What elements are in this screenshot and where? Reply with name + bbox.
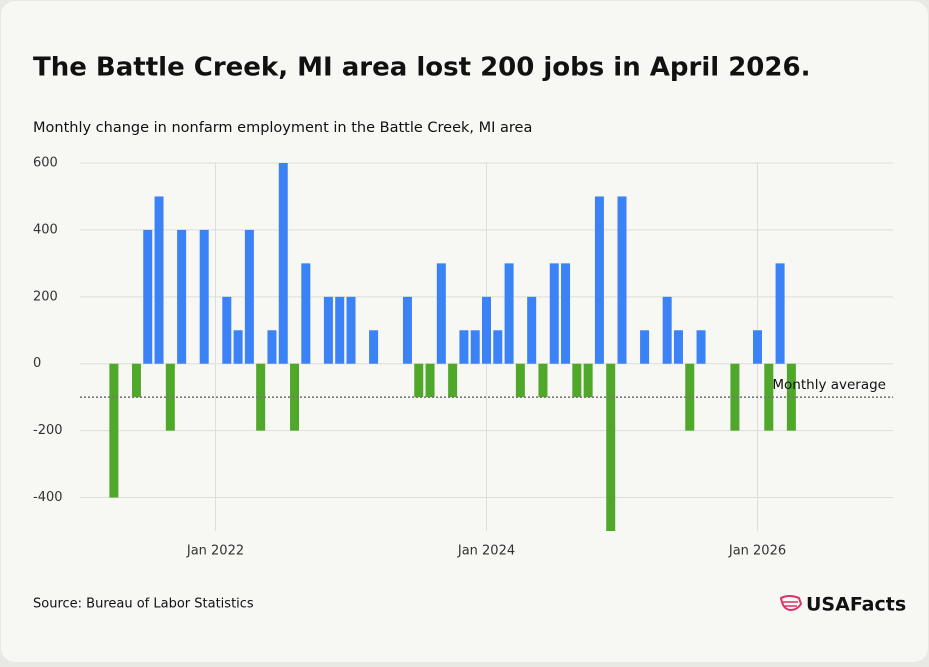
y-tick-label: 600 (33, 156, 58, 171)
source: Source: Bureau of Labor Statistics (33, 597, 254, 612)
bar (290, 363, 300, 431)
bar (233, 330, 243, 364)
bar (301, 263, 311, 364)
y-tick-label: 200 (33, 289, 58, 304)
bar (572, 363, 582, 398)
bar (346, 296, 356, 364)
bar (786, 363, 796, 431)
x-tick-label: Jan 2026 (728, 544, 786, 559)
chart-title: The Battle Creek, MI area lost 200 jobs … (33, 53, 810, 83)
bar (662, 296, 672, 364)
bar (538, 363, 548, 398)
x-tick-label: Jan 2024 (457, 544, 515, 559)
bar (730, 363, 740, 431)
bar (425, 363, 435, 398)
bar (504, 263, 514, 364)
bar (696, 330, 706, 364)
reference-label: Monthly average (772, 377, 886, 393)
bar (402, 296, 412, 364)
bar (775, 263, 785, 364)
bar (143, 229, 153, 364)
bar (753, 330, 762, 364)
bar (617, 196, 627, 364)
bar (493, 330, 503, 364)
bar (515, 363, 525, 398)
y-tick-label: -400 (33, 490, 63, 505)
bar (267, 330, 277, 364)
bar (448, 363, 458, 398)
bar (470, 330, 480, 364)
bar (640, 330, 650, 364)
bar (323, 296, 333, 364)
bar (222, 296, 232, 364)
y-tick-label: 0 (33, 356, 41, 371)
bar (606, 363, 616, 531)
y-tick-label: -200 (33, 423, 63, 438)
logo-icon (779, 595, 803, 612)
bar (369, 330, 379, 364)
bar (436, 263, 446, 364)
chart-subtitle: Monthly change in nonfarm employment in … (33, 120, 532, 136)
bar (459, 330, 469, 364)
bar (583, 363, 593, 398)
x-tick-label: Jan 2022 (186, 544, 244, 559)
bar (199, 229, 209, 364)
bar (335, 296, 345, 364)
bar (165, 363, 175, 431)
bar (549, 263, 559, 364)
bar (482, 296, 491, 364)
bar (527, 296, 537, 364)
bar (278, 163, 288, 364)
bar (131, 363, 141, 398)
bar (177, 229, 187, 364)
bar (561, 263, 571, 364)
bar (109, 363, 119, 498)
bar (154, 196, 164, 364)
bar (244, 229, 254, 364)
bar (414, 363, 424, 398)
bar (594, 196, 604, 364)
y-tick-label: 400 (33, 222, 58, 237)
brand: USAFacts (806, 594, 906, 616)
bar (673, 330, 683, 364)
